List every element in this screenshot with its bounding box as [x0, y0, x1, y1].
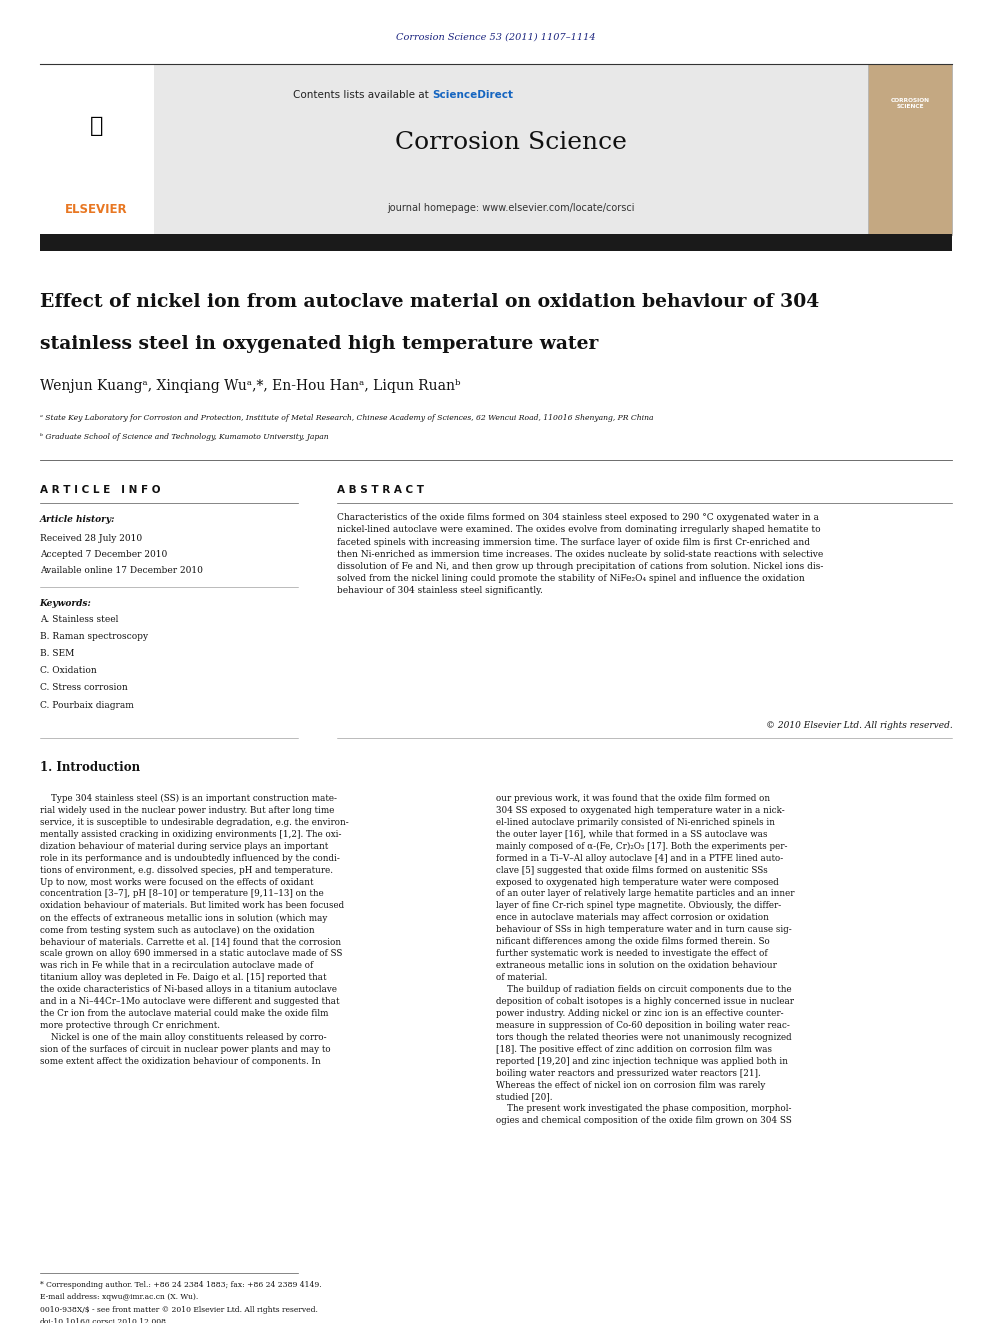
Text: ScienceDirect: ScienceDirect: [433, 90, 514, 101]
Text: Characteristics of the oxide films formed on 304 stainless steel exposed to 290 : Characteristics of the oxide films forme…: [337, 513, 823, 595]
Text: C. Pourbaix diagram: C. Pourbaix diagram: [40, 701, 134, 709]
FancyBboxPatch shape: [154, 64, 868, 235]
Text: Effect of nickel ion from autoclave material on oxidation behaviour of 304: Effect of nickel ion from autoclave mate…: [40, 292, 819, 311]
FancyBboxPatch shape: [868, 64, 952, 235]
Text: Article history:: Article history:: [40, 516, 115, 524]
FancyBboxPatch shape: [40, 64, 154, 235]
Text: Corrosion Science: Corrosion Science: [395, 131, 627, 155]
Text: 🌳: 🌳: [89, 115, 103, 136]
Text: doi:10.1016/j.corsci.2010.12.008: doi:10.1016/j.corsci.2010.12.008: [40, 1318, 167, 1323]
Text: A. Stainless steel: A. Stainless steel: [40, 615, 118, 623]
Text: B. Raman spectroscopy: B. Raman spectroscopy: [40, 632, 148, 640]
Text: ᵇ Graduate School of Science and Technology, Kumamoto University, Japan: ᵇ Graduate School of Science and Technol…: [40, 433, 328, 441]
Text: Corrosion Science 53 (2011) 1107–1114: Corrosion Science 53 (2011) 1107–1114: [396, 33, 596, 41]
Text: Contents lists available at: Contents lists available at: [293, 90, 432, 101]
Text: 1. Introduction: 1. Introduction: [40, 761, 140, 774]
Text: ELSEVIER: ELSEVIER: [64, 202, 128, 216]
Text: E-mail address: xqwu@imr.ac.cn (X. Wu).: E-mail address: xqwu@imr.ac.cn (X. Wu).: [40, 1293, 198, 1301]
Text: 0010-938X/$ - see front matter © 2010 Elsevier Ltd. All rights reserved.: 0010-938X/$ - see front matter © 2010 El…: [40, 1306, 317, 1314]
FancyBboxPatch shape: [40, 234, 952, 251]
Text: * Corresponding author. Tel.: +86 24 2384 1883; fax: +86 24 2389 4149.: * Corresponding author. Tel.: +86 24 238…: [40, 1281, 321, 1289]
Text: CORROSION
SCIENCE: CORROSION SCIENCE: [891, 98, 930, 108]
Text: A R T I C L E   I N F O: A R T I C L E I N F O: [40, 484, 160, 495]
Text: A B S T R A C T: A B S T R A C T: [337, 484, 425, 495]
Text: C. Oxidation: C. Oxidation: [40, 667, 96, 675]
Text: journal homepage: www.elsevier.com/locate/corsci: journal homepage: www.elsevier.com/locat…: [387, 202, 635, 213]
Text: our previous work, it was found that the oxide film formed on
304 SS exposed to : our previous work, it was found that the…: [496, 794, 795, 1126]
Text: © 2010 Elsevier Ltd. All rights reserved.: © 2010 Elsevier Ltd. All rights reserved…: [766, 721, 952, 729]
Text: Available online 17 December 2010: Available online 17 December 2010: [40, 566, 202, 574]
Text: Type 304 stainless steel (SS) is an important construction mate-
rial widely use: Type 304 stainless steel (SS) is an impo…: [40, 794, 348, 1066]
Text: Keywords:: Keywords:: [40, 599, 91, 607]
Text: stainless steel in oxygenated high temperature water: stainless steel in oxygenated high tempe…: [40, 335, 598, 353]
Text: Accepted 7 December 2010: Accepted 7 December 2010: [40, 550, 167, 558]
Text: Wenjun Kuangᵃ, Xinqiang Wuᵃ,*, En-Hou Hanᵃ, Liqun Ruanᵇ: Wenjun Kuangᵃ, Xinqiang Wuᵃ,*, En-Hou Ha…: [40, 380, 460, 393]
Text: C. Stress corrosion: C. Stress corrosion: [40, 684, 127, 692]
Text: Received 28 July 2010: Received 28 July 2010: [40, 534, 142, 542]
Text: ᵃ State Key Laboratory for Corrosion and Protection, Institute of Metal Research: ᵃ State Key Laboratory for Corrosion and…: [40, 414, 653, 422]
Text: B. SEM: B. SEM: [40, 650, 74, 658]
